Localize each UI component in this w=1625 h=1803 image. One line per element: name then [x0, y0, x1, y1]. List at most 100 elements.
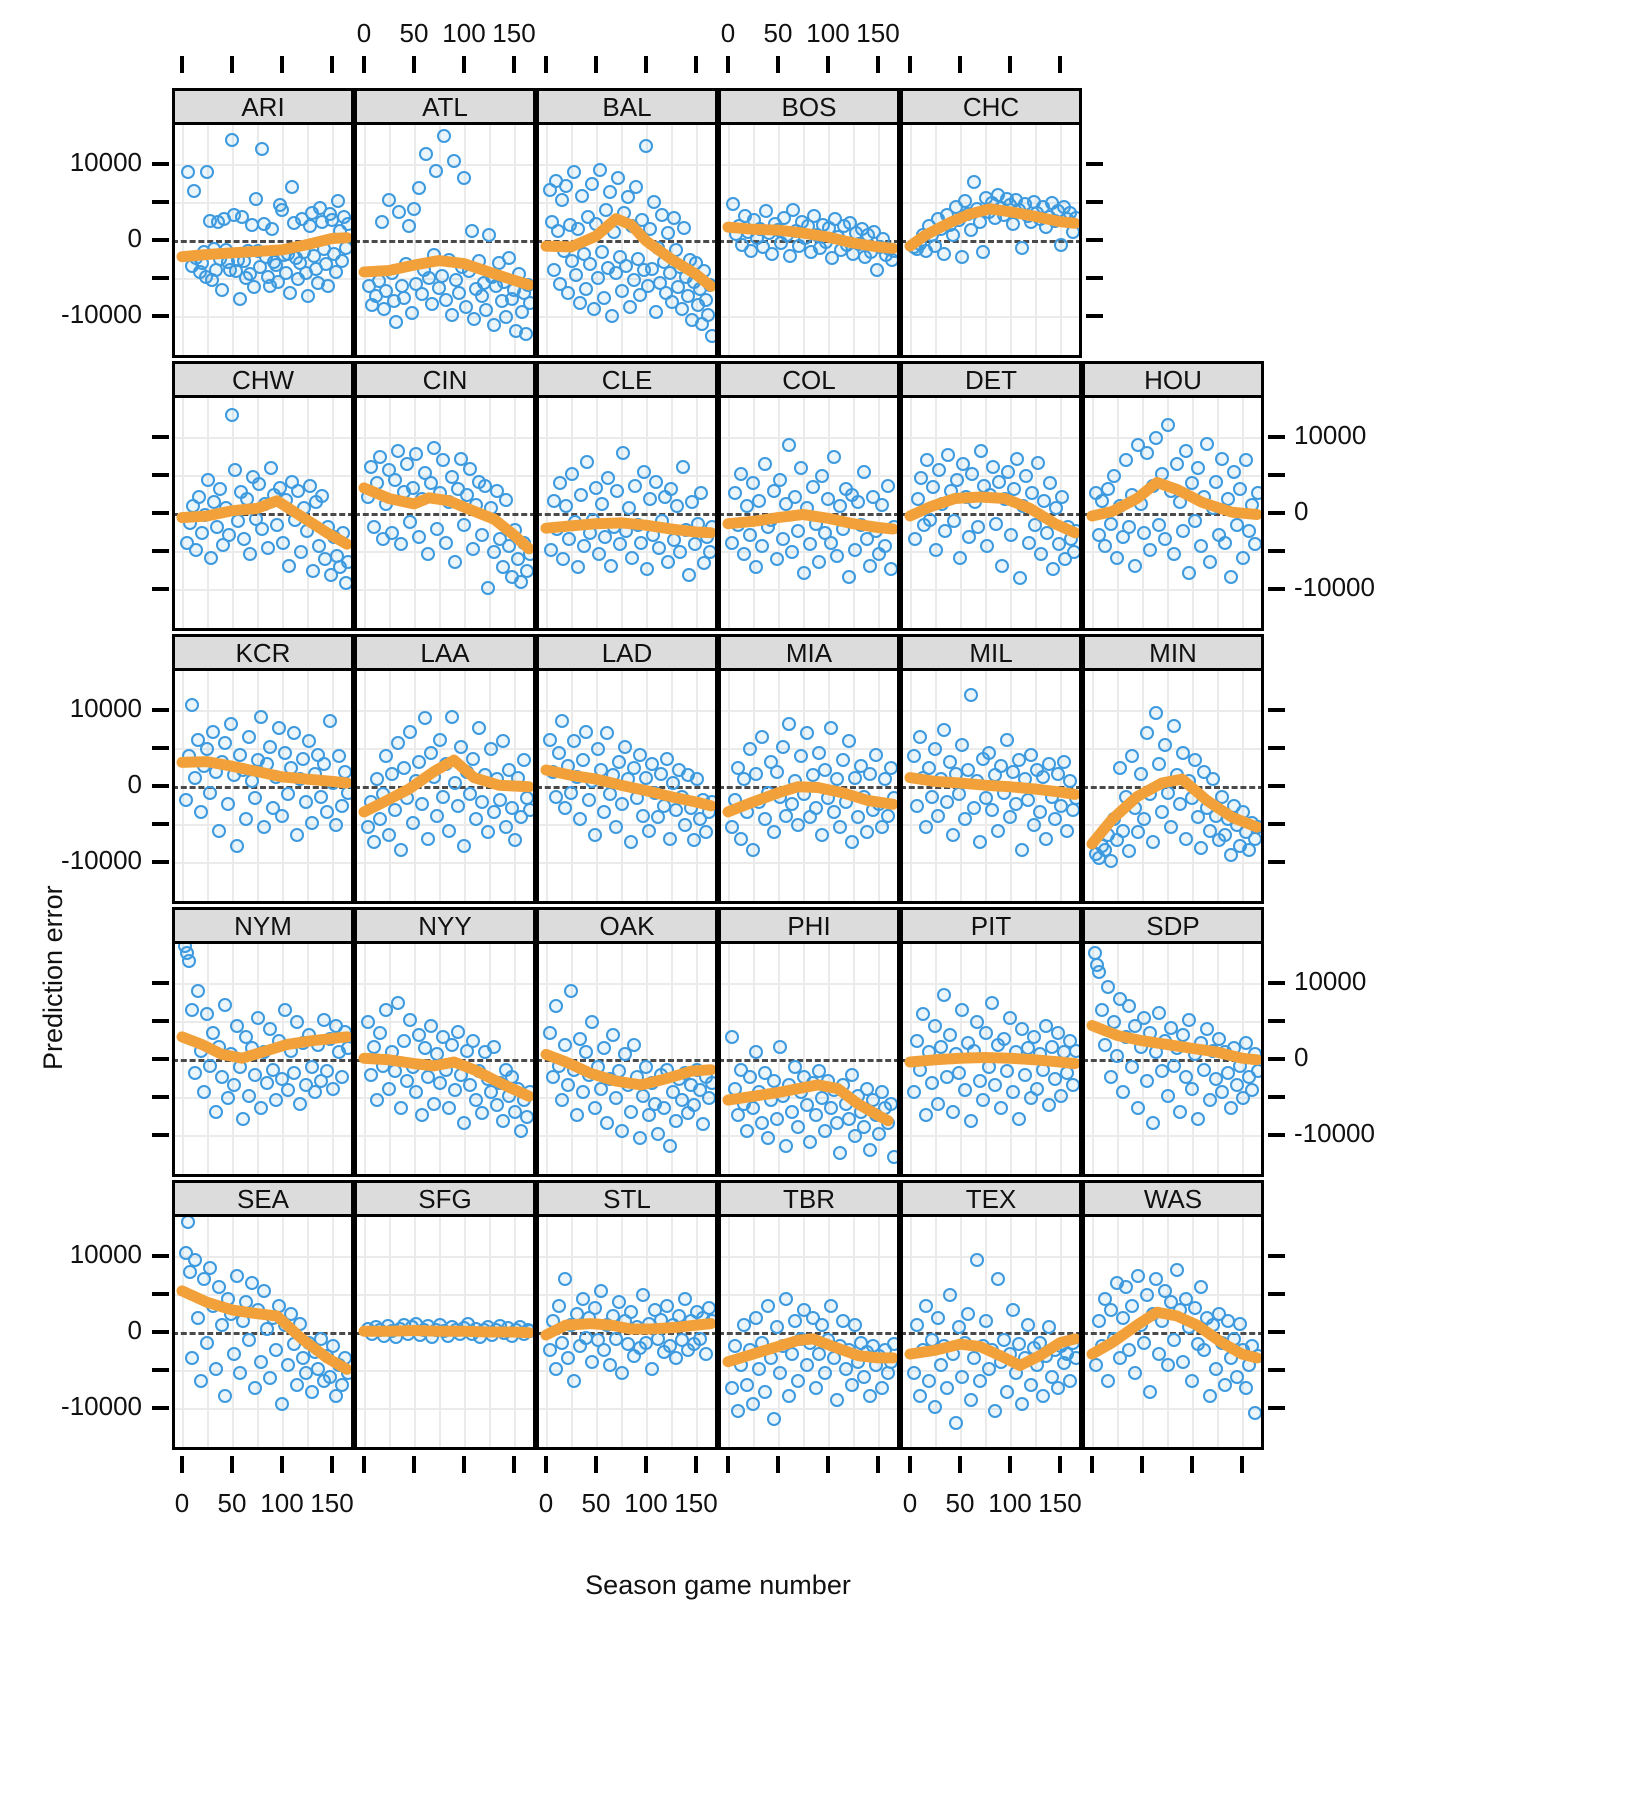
- panel-col: [718, 395, 900, 631]
- strip-header-det: DET: [900, 361, 1082, 398]
- data-point: [283, 285, 297, 300]
- y-tick-right-minor: [1268, 472, 1285, 477]
- y-tick-left-minor: [152, 1368, 169, 1373]
- strip-header-cin: CIN: [354, 361, 536, 398]
- x-tick-label-top: 0: [356, 18, 372, 48]
- gridline-vertical-minor: [900, 941, 902, 1177]
- gridline-vertical-minor: [172, 122, 174, 358]
- data-point: [382, 192, 396, 207]
- data-point: [487, 318, 501, 333]
- loess-smooth: [176, 232, 351, 263]
- gridline-horizontal: [175, 163, 351, 166]
- panel-inner: [1085, 944, 1261, 1174]
- x-tick-top: [512, 56, 516, 73]
- x-tick-top: [412, 56, 416, 73]
- x-tick-label-top: 150: [856, 18, 900, 48]
- y-tick-right-row1: [1086, 238, 1103, 242]
- data-point: [407, 201, 421, 216]
- gridline-horizontal: [175, 201, 351, 204]
- panel-inner: [539, 944, 715, 1174]
- data-point: [555, 193, 569, 208]
- strip-header-oak: OAK: [536, 907, 718, 944]
- data-point: [435, 268, 449, 283]
- x-tick-top: [644, 56, 648, 73]
- data-point: [573, 296, 587, 311]
- data-point: [200, 165, 214, 180]
- x-tick-bottom: [330, 1456, 334, 1473]
- panel-oak: [536, 941, 718, 1177]
- data-point: [705, 328, 715, 343]
- panel-inner: [175, 944, 351, 1174]
- data-point: [285, 180, 299, 195]
- x-tick-bottom: [1240, 1456, 1244, 1473]
- data-point: [591, 271, 605, 286]
- y-tick-right-minor2: [1268, 1406, 1285, 1411]
- data-point: [402, 218, 416, 233]
- strip-header-bal: BAL: [536, 88, 718, 125]
- y-tick-right: [1268, 511, 1285, 515]
- x-tick-label-bottom: 50: [217, 1488, 247, 1518]
- y-tick-right-minor2: [1268, 860, 1285, 865]
- x-tick-label-top: 100: [442, 18, 486, 48]
- data-point: [649, 305, 663, 320]
- y-tick-label-right: 0: [1294, 1042, 1309, 1072]
- panel-det: [900, 395, 1082, 631]
- panel-inner: [172, 122, 351, 358]
- x-tick-bottom: [230, 1456, 234, 1473]
- strip-header-atl: ATL: [354, 88, 536, 125]
- panel-sea: [172, 1214, 354, 1450]
- y-tick-left: [152, 860, 169, 865]
- gridline-horizontal: [721, 278, 897, 281]
- x-tick-top: [776, 56, 780, 73]
- x-tick-label-bottom: 0: [174, 1488, 190, 1518]
- data-point: [519, 326, 533, 341]
- strip-label: BOS: [781, 91, 837, 122]
- y-tick-label-left: 0: [127, 223, 142, 253]
- y-tick-left: [152, 434, 169, 439]
- x-tick-bottom: [462, 1456, 466, 1473]
- panel-inner: [718, 941, 897, 1177]
- strip-label: PIT: [970, 910, 1012, 941]
- x-tick-top: [462, 56, 466, 73]
- y-tick-right: [1268, 1133, 1285, 1138]
- x-tick-bottom: [512, 1456, 516, 1473]
- loess-smooth: [904, 203, 1079, 252]
- strip-header-ari: ARI: [172, 88, 354, 125]
- strip-header-tex: TEX: [900, 1180, 1082, 1217]
- loess-smooth: [722, 509, 897, 535]
- gridline-vertical-minor: [718, 941, 720, 1177]
- data-point: [215, 283, 229, 298]
- panel-inner: [721, 671, 897, 901]
- panel-tbr: [718, 1214, 900, 1450]
- x-tick-top: [876, 56, 880, 73]
- x-tick-bottom: [694, 1456, 698, 1473]
- strip-header-nyy: NYY: [354, 907, 536, 944]
- x-tick-label-bottom: 150: [1038, 1488, 1082, 1518]
- data-point: [502, 251, 516, 266]
- data-point: [567, 165, 581, 180]
- zero-reference-line: [175, 240, 351, 243]
- gridline-vertical-minor: [536, 122, 538, 358]
- x-tick-top: [180, 56, 184, 73]
- data-point: [559, 178, 573, 193]
- loess-smooth: [176, 756, 351, 789]
- y-tick-right-minor2: [1268, 784, 1285, 788]
- y-tick-left: [152, 1330, 169, 1334]
- y-tick-right-minor2: [1268, 1368, 1285, 1373]
- strip-header-phi: PHI: [718, 907, 900, 944]
- panel-inner: [1085, 1217, 1261, 1447]
- data-point: [459, 299, 473, 314]
- strip-label: ATL: [422, 91, 468, 122]
- x-tick-bottom: [644, 1456, 648, 1473]
- y-tick-left-minor: [152, 549, 169, 554]
- y-tick-left-minor: [152, 745, 169, 750]
- panel-inner: [357, 671, 533, 901]
- data-point: [405, 306, 419, 321]
- strip-label: CLE: [601, 364, 653, 395]
- data-point: [645, 261, 659, 276]
- x-tick-label-bottom: 100: [988, 1488, 1032, 1518]
- gridline-vertical-minor: [536, 395, 538, 631]
- data-point: [321, 278, 335, 293]
- strip-label: SDP: [1146, 910, 1200, 941]
- loess-smooth: [904, 1333, 1079, 1371]
